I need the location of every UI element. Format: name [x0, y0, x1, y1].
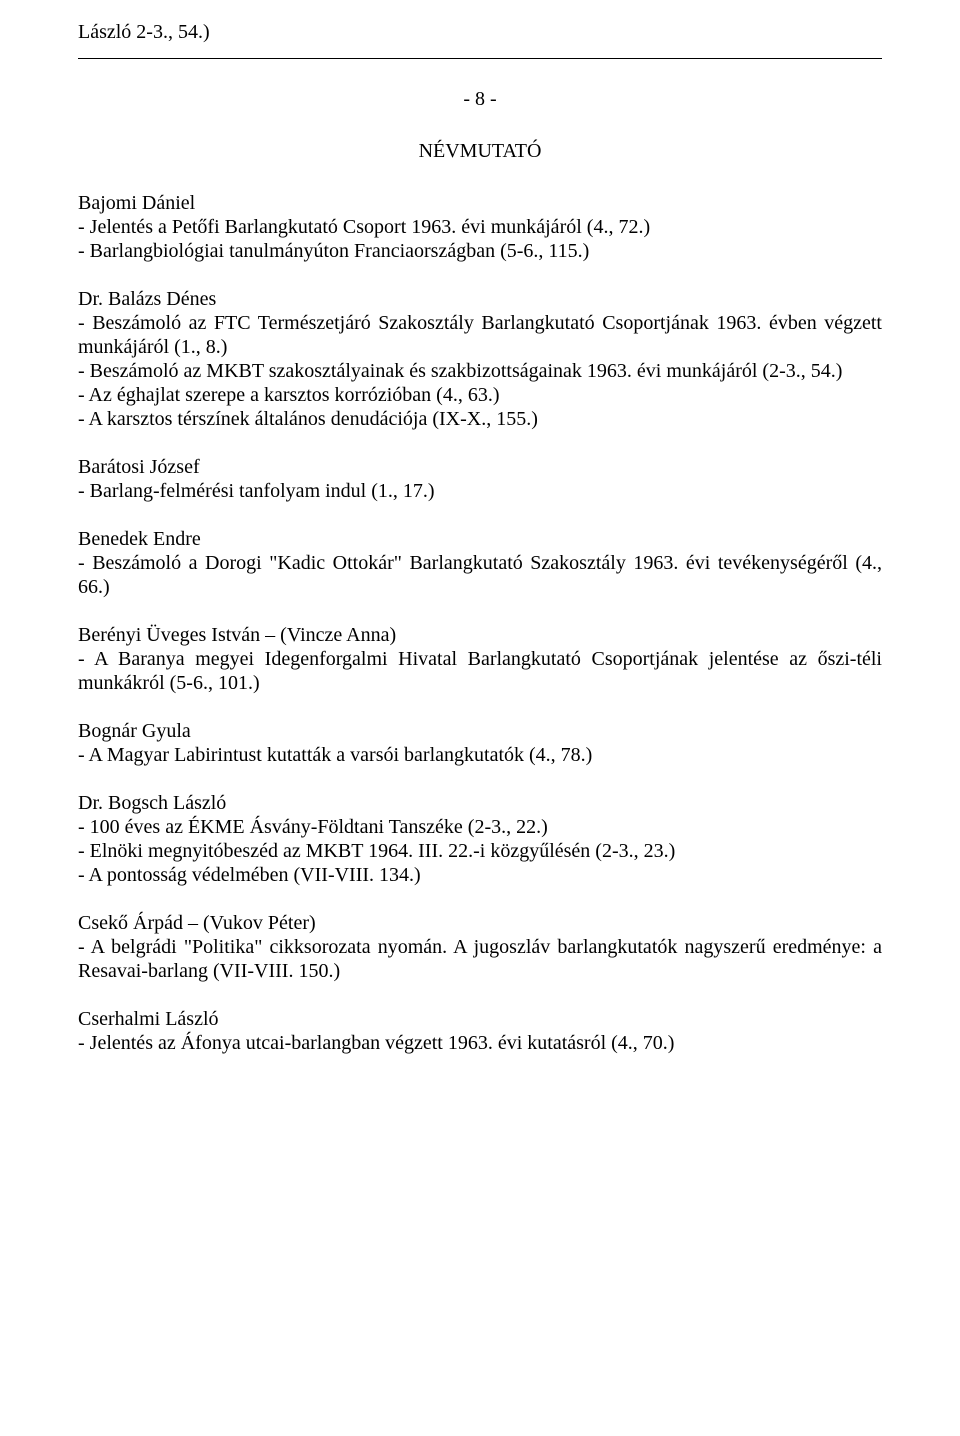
entry-item: - 100 éves az ÉKME Ásvány-Földtani Tansz…	[78, 815, 882, 839]
entry-item: - A karsztos térszínek általános denudác…	[78, 407, 882, 431]
entry: Bajomi Dániel- Jelentés a Petőfi Barlang…	[78, 191, 882, 263]
entry-name: Dr. Bogsch László	[78, 791, 882, 815]
entry-item: - A belgrádi "Politika" cikksorozata nyo…	[78, 935, 882, 983]
entry-name: Bajomi Dániel	[78, 191, 882, 215]
entry: Dr. Balázs Dénes- Beszámoló az FTC Termé…	[78, 287, 882, 431]
entry: Cserhalmi László- Jelentés az Áfonya utc…	[78, 1007, 882, 1055]
entries-container: Bajomi Dániel- Jelentés a Petőfi Barlang…	[78, 191, 882, 1055]
entry-item: - Barlang-felmérési tanfolyam indul (1.,…	[78, 479, 882, 503]
entry-item: - A Baranya megyei Idegenforgalmi Hivata…	[78, 647, 882, 695]
entry-item: - Beszámoló a Dorogi "Kadic Ottokár" Bar…	[78, 551, 882, 599]
entry-name: Barátosi József	[78, 455, 882, 479]
entry: Barátosi József- Barlang-felmérési tanfo…	[78, 455, 882, 503]
entry: Benedek Endre- Beszámoló a Dorogi "Kadic…	[78, 527, 882, 599]
entry-item: - A pontosság védelmében (VII-VIII. 134.…	[78, 863, 882, 887]
entry-item: - Beszámoló az MKBT szakosztályainak és …	[78, 359, 882, 383]
entry-name: Csekő Árpád – (Vukov Péter)	[78, 911, 882, 935]
entry-item: - Az éghajlat szerepe a karsztos korrózi…	[78, 383, 882, 407]
entry: Bognár Gyula- A Magyar Labirintust kutat…	[78, 719, 882, 767]
section-title: NÉVMUTATÓ	[78, 139, 882, 163]
entry: Berényi Üveges István – (Vincze Anna)- A…	[78, 623, 882, 695]
entry: Csekő Árpád – (Vukov Péter)- A belgrádi …	[78, 911, 882, 983]
entry-name: Bognár Gyula	[78, 719, 882, 743]
entry-name: Berényi Üveges István – (Vincze Anna)	[78, 623, 882, 647]
top-line: László 2-3., 54.)	[78, 20, 882, 44]
entry-item: - Barlangbiológiai tanulmányúton Francia…	[78, 239, 882, 263]
entry-item: - Jelentés a Petőfi Barlangkutató Csopor…	[78, 215, 882, 239]
entry-name: Dr. Balázs Dénes	[78, 287, 882, 311]
horizontal-rule	[78, 58, 882, 59]
page-number: - 8 -	[78, 87, 882, 111]
entry-item: - Elnöki megnyitóbeszéd az MKBT 1964. II…	[78, 839, 882, 863]
entry: Dr. Bogsch László- 100 éves az ÉKME Ásvá…	[78, 791, 882, 887]
entry-item: - A Magyar Labirintust kutatták a varsói…	[78, 743, 882, 767]
entry-name: Benedek Endre	[78, 527, 882, 551]
entry-item: - Beszámoló az FTC Természetjáró Szakosz…	[78, 311, 882, 359]
entry-item: - Jelentés az Áfonya utcai-barlangban vé…	[78, 1031, 882, 1055]
entry-name: Cserhalmi László	[78, 1007, 882, 1031]
